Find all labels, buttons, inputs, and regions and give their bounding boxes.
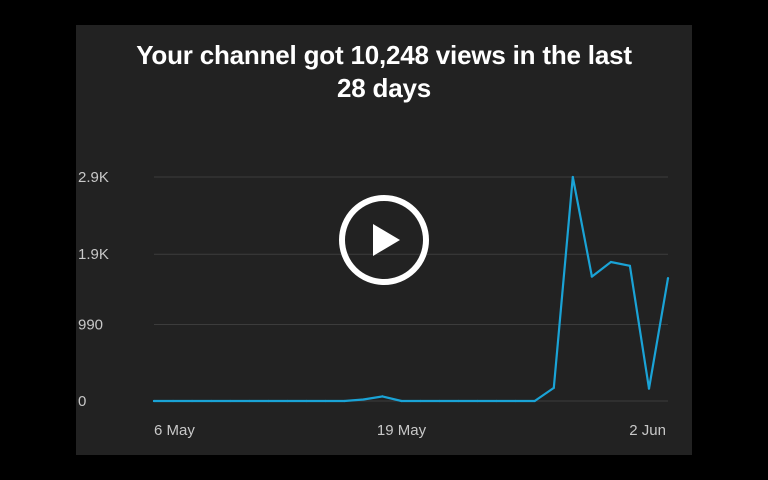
data-point xyxy=(305,399,308,403)
data-point xyxy=(343,399,346,403)
play-circle-icon[interactable] xyxy=(339,195,429,285)
views-series-line xyxy=(152,175,670,403)
data-point xyxy=(248,399,251,403)
data-point xyxy=(514,399,517,403)
x-tick-label: 19 May xyxy=(377,422,427,439)
data-point xyxy=(171,399,175,403)
data-point xyxy=(381,395,384,398)
data-point xyxy=(400,399,403,403)
chart-title: Your channel got 10,248 views in the las… xyxy=(76,39,692,105)
data-point xyxy=(267,399,270,403)
data-point xyxy=(590,275,593,278)
data-point xyxy=(419,399,422,403)
y-tick-label: 1.9K xyxy=(78,246,109,263)
analytics-card: Your channel got 10,248 views in the las… xyxy=(76,25,692,455)
chart-title-line-1: Your channel got 10,248 views in the las… xyxy=(136,40,632,70)
data-point xyxy=(286,399,289,403)
data-point xyxy=(533,399,536,403)
y-tick-label: 990 xyxy=(78,317,103,334)
data-point xyxy=(324,399,327,403)
data-point xyxy=(647,387,651,390)
y-tick-label: 2.9K xyxy=(78,169,109,186)
x-tick-label: 2 Jun xyxy=(629,422,666,439)
data-point xyxy=(666,277,670,280)
play-button-ring xyxy=(339,195,429,285)
chart-title-line-2: 28 days xyxy=(336,73,431,103)
data-point xyxy=(571,175,574,179)
data-point xyxy=(476,399,479,403)
views-line-chart: 0 990 1.9K 2.9K 6 May 19 May 2 Jun xyxy=(78,169,670,439)
data-point xyxy=(628,264,632,267)
data-point xyxy=(552,386,555,389)
data-point xyxy=(609,260,612,264)
x-tick-label: 6 May xyxy=(154,422,195,439)
data-point xyxy=(190,399,194,403)
play-triangle xyxy=(373,224,400,256)
data-point xyxy=(362,398,365,401)
data-point xyxy=(495,399,498,403)
data-point xyxy=(152,399,156,403)
y-tick-label: 0 xyxy=(78,393,86,410)
data-point xyxy=(229,399,232,403)
data-point xyxy=(438,399,441,403)
data-point xyxy=(457,399,460,403)
data-point xyxy=(210,399,213,403)
